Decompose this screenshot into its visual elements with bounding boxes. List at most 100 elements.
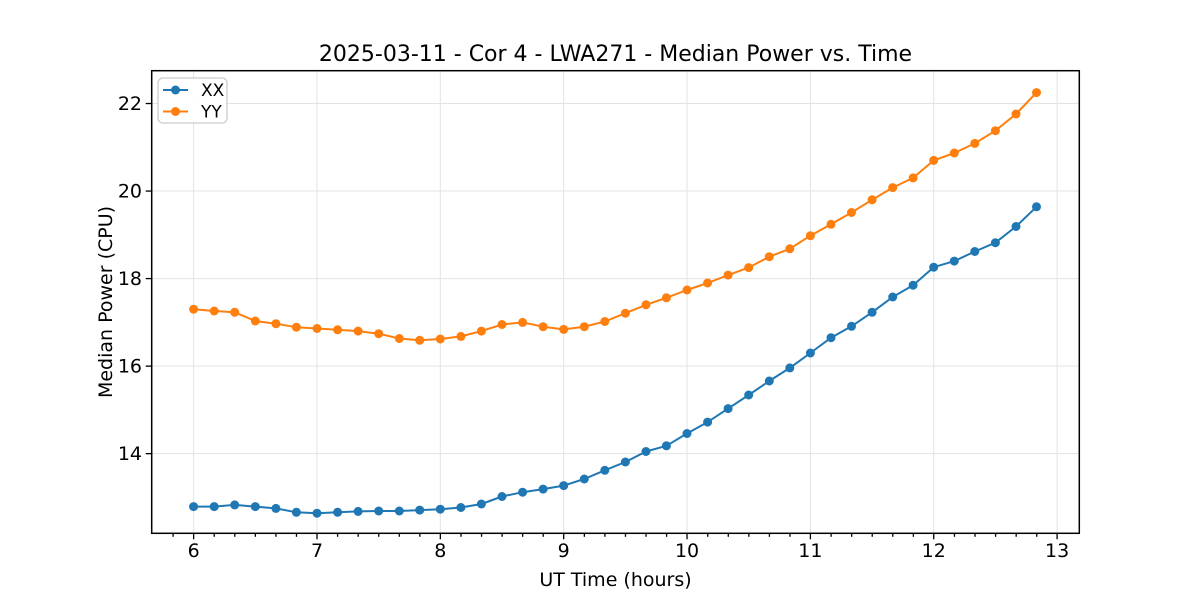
series-markers-yy: [189, 88, 1041, 345]
legend-marker-yy: [171, 107, 180, 116]
data-point: [826, 219, 836, 229]
data-point: [908, 173, 918, 183]
data-point: [456, 331, 466, 341]
data-point: [312, 324, 322, 333]
data-point: [1011, 109, 1021, 119]
data-point: [682, 285, 692, 295]
x-tick-label: 7: [311, 540, 323, 562]
data-point: [476, 326, 486, 336]
data-point: [867, 195, 877, 205]
data-point: [908, 280, 918, 290]
data-point: [847, 321, 856, 331]
data-point: [209, 502, 219, 512]
data-point: [579, 322, 589, 332]
data-point: [805, 231, 815, 241]
data-point: [230, 500, 240, 510]
y-axis-label: Median Power (CPU): [95, 206, 117, 398]
data-point: [476, 499, 486, 509]
data-point: [415, 335, 425, 345]
data-point: [764, 252, 774, 262]
data-point: [641, 300, 651, 310]
x-tick-label: 13: [1045, 540, 1069, 562]
y-tick-label: 22: [118, 93, 142, 115]
data-point: [579, 474, 589, 484]
axes-frame: [150, 69, 1081, 535]
data-point: [929, 155, 939, 165]
data-point: [271, 503, 281, 513]
data-point: [497, 320, 507, 329]
data-point: [888, 292, 898, 302]
data-point: [271, 319, 281, 329]
series-line-yy: [193, 91, 1038, 342]
axes: [145, 69, 1081, 540]
data-point: [435, 334, 445, 344]
data-point: [333, 507, 343, 517]
data-point: [764, 376, 774, 386]
data-point: [888, 183, 898, 193]
x-tick-label: 6: [188, 540, 200, 562]
data-point: [559, 324, 569, 334]
grid: [151, 70, 1080, 534]
data-point: [291, 322, 301, 332]
data-point: [189, 304, 199, 314]
data-point: [826, 333, 836, 343]
data-point: [538, 322, 548, 332]
data-point: [333, 325, 343, 335]
chart-title: 2025-03-11 - Cor 4 - LWA271 - Median Pow…: [319, 42, 912, 67]
legend: XX YY: [157, 77, 228, 124]
x-axis-label: UT Time (hours): [539, 569, 691, 591]
data-point: [744, 263, 754, 273]
data-point: [929, 262, 939, 272]
data-point: [559, 481, 569, 491]
series-line-xx: [193, 206, 1038, 515]
legend-item-yy: YY: [163, 103, 222, 123]
data-point: [703, 278, 713, 288]
data-point: [291, 507, 301, 517]
data-point: [620, 457, 630, 467]
data-point: [661, 293, 671, 303]
legend-marker-xx: [171, 85, 180, 95]
data-point: [209, 306, 219, 316]
data-point: [600, 465, 610, 475]
data-point: [230, 307, 240, 317]
y-tick-label: 14: [118, 443, 142, 465]
data-point: [785, 363, 795, 373]
data-point: [435, 504, 445, 514]
series-markers-xx: [189, 202, 1041, 518]
legend-label-xx: XX: [201, 81, 225, 101]
data-point: [518, 487, 528, 497]
data-point: [250, 316, 260, 326]
data-point: [497, 492, 507, 501]
data-point: [723, 270, 733, 280]
data-point: [723, 404, 733, 414]
data-point: [620, 308, 630, 318]
data-point: [1032, 202, 1041, 212]
y-tick-label: 20: [118, 181, 142, 203]
legend-item-xx: XX: [163, 81, 225, 101]
data-point: [990, 238, 1000, 248]
data-point: [970, 138, 980, 148]
data-point: [682, 429, 692, 438]
x-tick-label: 9: [558, 540, 570, 562]
data-point: [353, 506, 363, 516]
data-point: [949, 148, 959, 158]
data-point: [661, 441, 671, 451]
data-point: [805, 348, 815, 358]
data-point: [415, 505, 425, 515]
data-point: [353, 326, 363, 336]
tick-labels: 6 7 8 9 10 11 12 13 14 16 18 20 22: [118, 93, 1069, 562]
data-point: [456, 503, 466, 512]
data-point: [867, 307, 877, 317]
y-tick-label: 16: [118, 356, 142, 378]
data-point: [990, 126, 1000, 136]
data-point: [744, 390, 754, 400]
data-point: [189, 502, 199, 512]
data-point: [250, 502, 260, 512]
data-point: [374, 329, 384, 339]
x-tick-label: 12: [922, 540, 946, 562]
data-point: [538, 484, 548, 494]
data-point: [1011, 222, 1021, 231]
data-point: [518, 317, 528, 327]
